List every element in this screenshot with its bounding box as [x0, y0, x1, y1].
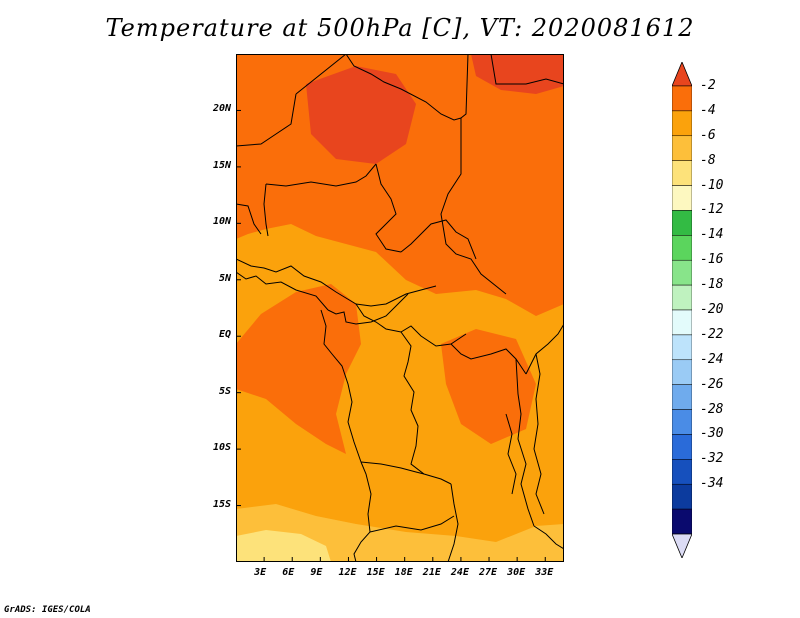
colorbar-swatch: [672, 160, 692, 186]
map-ticks: [236, 109, 546, 562]
lat-tick-label: 20N: [212, 103, 231, 115]
coastline-path: [505, 413, 517, 495]
field-warm-central: [441, 329, 536, 444]
colorbar-swatch: [672, 210, 692, 236]
colorbar-level-label: -34: [700, 476, 724, 492]
colorbar-level-label: -30: [700, 426, 724, 442]
temperature-map: [236, 54, 564, 562]
border-path: [525, 323, 564, 375]
lon-tick-label: 6E: [282, 567, 295, 578]
colorbar-swatch: [672, 135, 692, 161]
colorbar-swatch: [672, 384, 692, 410]
field-warmest-north: [306, 66, 416, 164]
border-path: [236, 93, 297, 147]
lon-tick-label: 15E: [366, 567, 385, 578]
border-path: [345, 54, 462, 121]
lat-tick-label: 5S: [218, 385, 231, 397]
colorbar-top-arrow: [672, 62, 692, 87]
colorbar-swatch: [672, 185, 692, 211]
border-path: [400, 331, 452, 485]
border-path: [400, 219, 477, 260]
field-warm-southwest: [236, 284, 361, 454]
colorbar-swatch: [672, 434, 692, 460]
lat-tick-label: 10S: [212, 442, 231, 454]
colorbar-level-label: -2: [700, 78, 716, 93]
colorbar-swatch: [672, 359, 692, 385]
colorbar-bottom-arrow: [672, 533, 692, 558]
colorbar-level-label: -8: [700, 152, 716, 168]
field-coolest-southwest: [236, 530, 331, 562]
colorbar-swatch: [672, 508, 692, 535]
field-warmest-northeast: [471, 54, 564, 94]
lon-tick-label: 3E: [254, 567, 267, 578]
colorbar-level-label: -10: [700, 177, 724, 193]
colorbar-level-label: -6: [700, 127, 716, 143]
border-path: [375, 163, 402, 253]
colorbar-level-label: -16: [700, 252, 724, 268]
colorbar-swatch: [672, 235, 692, 261]
border-path: [447, 483, 459, 562]
border-path: [236, 271, 329, 311]
colorbar-level-label: -32: [700, 451, 724, 467]
lat-tick-label: EQ: [218, 329, 231, 341]
colorbar-swatch: [672, 309, 692, 336]
lon-tick-label: 21E: [422, 567, 441, 578]
colorbar: [672, 62, 692, 558]
colorbar-swatch: [672, 110, 692, 137]
border-path: [468, 54, 564, 85]
colorbar-swatch: [672, 334, 692, 361]
border-path: [515, 358, 535, 527]
colorbar-level-label: -12: [700, 202, 724, 218]
coastline-path: [533, 353, 545, 515]
colorbar-level-label: -4: [700, 102, 716, 118]
border-path: [295, 54, 347, 95]
colorbar-level-label: -26: [700, 376, 724, 392]
lat-tick-label: 10N: [212, 216, 231, 228]
lon-tick-label: 18E: [394, 567, 413, 578]
colorbar-level-label: -18: [700, 277, 724, 293]
lon-tick-label: 27E: [479, 567, 498, 578]
colorbar-swatch: [672, 459, 692, 485]
map-title: Temperature at 500hPa [C], VT: 202008161…: [105, 14, 695, 42]
border-path: [320, 309, 362, 463]
lat-tick-label: 15S: [212, 498, 231, 510]
border-path: [360, 461, 425, 475]
credit-text: GrADS: IGES/COLA: [4, 605, 91, 615]
border-path: [265, 163, 377, 187]
colorbar-level-label: -28: [700, 401, 724, 417]
colorbar-level-label: -14: [700, 227, 724, 243]
colorbar-level-label: -22: [700, 326, 724, 342]
border-path: [353, 461, 372, 562]
lon-tick-label: 12E: [338, 567, 357, 578]
lon-tick-label: 33E: [535, 567, 554, 578]
lat-tick-label: 15N: [212, 159, 231, 171]
border-path: [355, 303, 467, 347]
colorbar-level-label: -20: [700, 302, 724, 317]
border-path: [263, 183, 269, 237]
lon-tick-label: 24E: [450, 567, 469, 578]
border-path: [533, 525, 564, 550]
colorbar-swatch: [672, 483, 692, 510]
temperature-field: [236, 54, 564, 562]
map-frame: [236, 54, 564, 562]
colorbar-swatch: [672, 409, 692, 435]
border-path: [369, 515, 455, 533]
colorbar-swatch: [672, 284, 692, 311]
colorbar-swatch: [672, 259, 692, 286]
borders: [236, 54, 564, 562]
colorbar-level-label: -24: [700, 351, 724, 367]
border-path: [327, 293, 409, 325]
border-path: [440, 54, 507, 295]
border-path: [236, 203, 262, 235]
lon-tick-label: 30E: [507, 567, 526, 578]
lon-tick-label: 9E: [310, 567, 323, 578]
border-path: [236, 258, 437, 307]
colorbar-swatch: [672, 85, 692, 112]
lat-tick-label: 5N: [218, 272, 231, 284]
